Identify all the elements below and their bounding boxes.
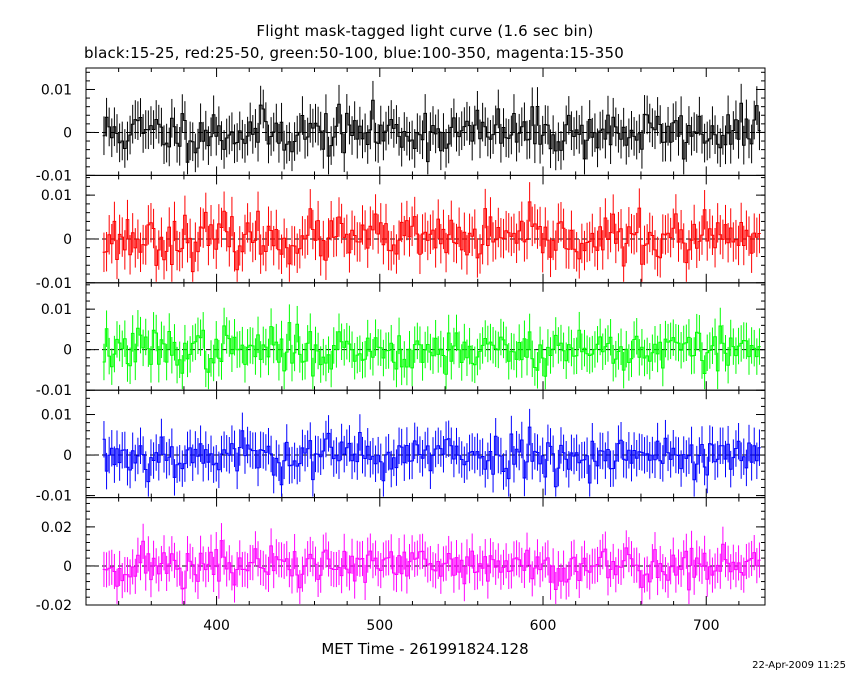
y-tick-label: 0	[63, 559, 72, 575]
y-tick-label: 0	[63, 343, 72, 359]
chart-title: Flight mask-tagged light curve (1.6 sec …	[256, 22, 594, 40]
series-line	[102, 540, 761, 591]
y-tick-label: -0.01	[36, 168, 72, 184]
series-1	[102, 182, 761, 282]
x-tick-label: 500	[366, 618, 393, 634]
y-tick-label: 0	[63, 125, 72, 141]
x-tick-label: 600	[530, 618, 557, 634]
panel-frame	[85, 497, 766, 606]
series-2	[102, 304, 761, 390]
y-tick-label: -0.01	[36, 383, 72, 399]
series-0	[102, 80, 761, 175]
x-axis-label: MET Time - 261991824.128	[321, 640, 529, 658]
series-3	[102, 408, 761, 497]
y-tick-label: 0.01	[41, 188, 72, 204]
y-tick-label: 0.01	[41, 302, 72, 318]
y-tick-label: 0	[63, 232, 72, 248]
y-tick-label: 0	[63, 448, 72, 464]
y-tick-label: -0.01	[36, 276, 72, 292]
y-tick-label: -0.02	[36, 598, 72, 614]
x-tick-label: 400	[203, 618, 230, 634]
y-tick-label: 0.01	[41, 82, 72, 98]
chart-subtitle: black:15-25, red:25-50, green:50-100, bl…	[84, 44, 625, 62]
series-line	[102, 426, 761, 488]
timestamp: 22-Apr-2009 11:25	[752, 660, 846, 671]
y-tick-label: -0.01	[36, 489, 72, 505]
series-line	[102, 99, 761, 163]
x-tick-label: 700	[693, 618, 720, 634]
series-4	[102, 523, 761, 604]
series-line	[102, 201, 761, 273]
y-tick-label: 0.02	[41, 520, 72, 536]
y-tick-label: 0.01	[41, 408, 72, 424]
series-line	[102, 322, 761, 377]
